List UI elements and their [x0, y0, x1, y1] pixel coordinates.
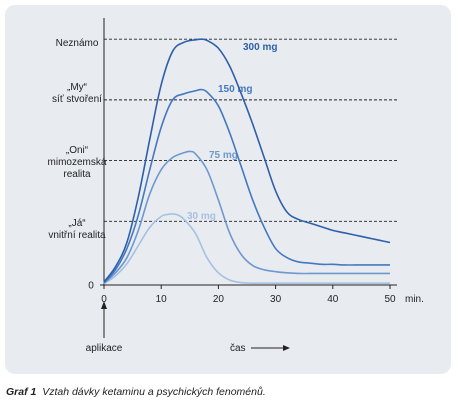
figure-caption: Graf 1 Vztah dávky ketaminu a psychickýc… [6, 386, 266, 398]
series-label-30mg: 30 mg [187, 211, 216, 222]
x-tick-label-30: 30 [270, 294, 282, 305]
x-tick-label-0: 0 [101, 294, 107, 305]
x-tick-label-50: 50 [384, 294, 396, 305]
series-line-30mg [103, 213, 390, 285]
series-label-75mg: 75 mg [209, 150, 238, 161]
x-tick-label-40: 40 [327, 294, 339, 305]
y-tick-label-0: 0 [88, 281, 94, 292]
series-label-300mg: 300 mg [243, 42, 277, 53]
series-line-75mg [103, 150, 390, 284]
y-level-label-ja: „Já“ vnitřní realita [48, 218, 106, 241]
chart-panel [5, 5, 451, 374]
application-arrow-head [101, 301, 107, 309]
y-level-label-my: „My“ síť stvoření [52, 82, 102, 105]
time-label: čas [230, 343, 246, 354]
time-arrow-head [283, 345, 290, 351]
x-tick-label-20: 20 [213, 294, 225, 305]
chart: 00 10 20 30 40 50 min. aplikace čas 30 mg 75 mg 150… [86, 18, 424, 354]
x-unit-label: min. [405, 294, 424, 305]
series-label-150mg: 150 mg [218, 84, 252, 95]
y-level-label-oni: „Oni“ mimozemská realita [47, 145, 107, 180]
series-line-150mg [103, 88, 390, 284]
application-label: aplikace [86, 343, 123, 354]
x-tick-label-10: 10 [156, 294, 168, 305]
caption-label: Graf 1 [6, 386, 37, 398]
caption-text: Vztah dávky ketaminu a psychických fenom… [42, 386, 266, 398]
series-line-300mg [103, 38, 391, 283]
y-level-label-neznamo: Neznámo [55, 38, 99, 49]
